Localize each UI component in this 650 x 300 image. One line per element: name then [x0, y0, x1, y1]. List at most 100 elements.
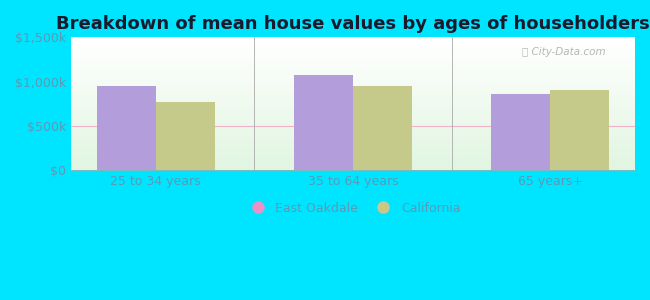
Bar [71, 55, 635, 56]
Bar [71, 149, 635, 150]
Bar [71, 160, 635, 161]
Bar [71, 65, 635, 66]
Bar [71, 83, 635, 84]
Bar [71, 164, 635, 165]
Bar [71, 115, 635, 116]
Bar [71, 155, 635, 156]
Bar [71, 86, 635, 87]
Bar [71, 62, 635, 63]
Bar [71, 46, 635, 47]
Bar [71, 67, 635, 68]
Bar [71, 150, 635, 151]
Bar [71, 119, 635, 120]
Bar [71, 97, 635, 98]
Bar [491, 94, 550, 170]
Bar [71, 142, 635, 143]
Bar [71, 63, 635, 64]
Bar [71, 60, 635, 61]
Bar [71, 121, 635, 122]
Bar [71, 132, 635, 133]
Bar [71, 114, 635, 115]
Bar [71, 54, 635, 55]
Bar [71, 75, 635, 76]
Bar [71, 38, 635, 39]
Bar [71, 92, 635, 93]
Bar [71, 159, 635, 160]
Bar [71, 124, 635, 125]
Legend: East Oakdale, California: East Oakdale, California [240, 197, 465, 220]
Bar [71, 165, 635, 166]
Bar [71, 112, 635, 113]
Bar [71, 161, 635, 162]
Bar [71, 166, 635, 167]
Bar [71, 156, 635, 157]
Bar [71, 157, 635, 158]
Bar [71, 143, 635, 144]
Bar [71, 163, 635, 164]
Bar [71, 74, 635, 75]
Bar [71, 120, 635, 121]
Bar [71, 91, 635, 92]
Bar [156, 102, 215, 170]
Bar [71, 96, 635, 97]
Bar [71, 43, 635, 44]
Bar [71, 56, 635, 57]
Bar [71, 151, 635, 152]
Bar [71, 89, 635, 90]
Bar [71, 134, 635, 135]
Bar [71, 135, 635, 136]
Bar [71, 136, 635, 137]
Bar [71, 127, 635, 128]
Bar [71, 113, 635, 114]
Bar [71, 77, 635, 78]
Bar [71, 44, 635, 45]
Bar [71, 94, 635, 95]
Bar [71, 42, 635, 43]
Bar [71, 117, 635, 118]
Bar [71, 130, 635, 131]
Bar [71, 49, 635, 50]
Bar [71, 168, 635, 169]
Bar [71, 167, 635, 168]
Bar [71, 82, 635, 83]
Bar [71, 50, 635, 51]
Bar [71, 68, 635, 69]
Bar [71, 52, 635, 53]
Bar [71, 59, 635, 60]
Bar [71, 145, 635, 146]
Bar [71, 47, 635, 48]
Bar [71, 70, 635, 71]
Bar [71, 146, 635, 147]
Bar [71, 73, 635, 74]
Bar [71, 103, 635, 104]
Bar [71, 84, 635, 85]
Bar [71, 137, 635, 138]
Bar [71, 169, 635, 170]
Bar [71, 85, 635, 86]
Bar [71, 118, 635, 119]
Bar [71, 162, 635, 163]
Bar [71, 152, 635, 153]
Bar [71, 95, 635, 96]
Bar [71, 88, 635, 89]
Bar [71, 72, 635, 73]
Bar [71, 111, 635, 112]
Bar [71, 101, 635, 102]
Title: Breakdown of mean house values by ages of householders: Breakdown of mean house values by ages o… [56, 15, 650, 33]
Bar [71, 126, 635, 127]
Bar [71, 122, 635, 123]
Bar [71, 45, 635, 46]
Bar [294, 75, 353, 170]
Bar [71, 123, 635, 124]
Bar [71, 144, 635, 145]
Bar [71, 79, 635, 80]
Bar [71, 140, 635, 141]
Bar [71, 40, 635, 41]
Bar [71, 108, 635, 109]
Bar [71, 107, 635, 108]
Bar [71, 76, 635, 77]
Bar [97, 86, 156, 170]
Bar [71, 116, 635, 117]
Bar [71, 98, 635, 99]
Bar [71, 51, 635, 52]
